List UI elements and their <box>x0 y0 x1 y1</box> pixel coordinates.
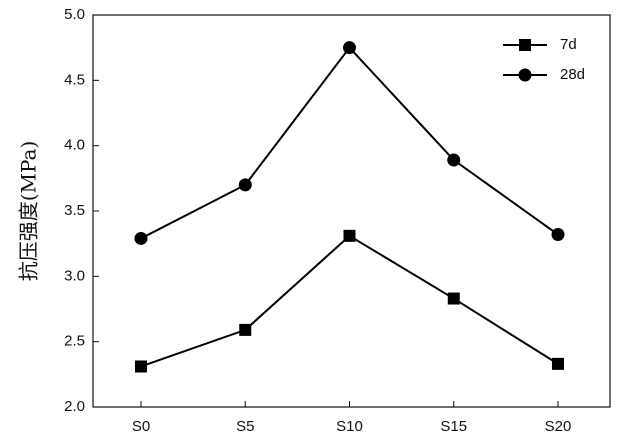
x-tick-label: S20 <box>545 418 572 435</box>
data-point <box>343 41 356 55</box>
legend-marker <box>518 68 532 82</box>
y-tick-label: 3.5 <box>64 202 85 219</box>
y-tick-label: 2.0 <box>64 398 85 415</box>
legend-label: 7d <box>560 36 577 53</box>
legend-label: 28d <box>560 66 585 83</box>
legend-marker <box>519 39 531 51</box>
y-tick-label: 4.5 <box>64 71 85 88</box>
data-point <box>447 153 461 167</box>
x-tick-label: S10 <box>336 418 363 435</box>
x-tick-label: S0 <box>132 418 150 435</box>
x-tick-label: S15 <box>440 418 467 435</box>
data-point <box>552 357 564 370</box>
data-point <box>134 231 148 245</box>
series-line <box>140 234 559 368</box>
data-point <box>135 360 147 373</box>
y-tick-label: 3.0 <box>64 267 85 284</box>
y-tick-label: 2.5 <box>64 333 85 350</box>
data-point <box>447 292 460 305</box>
data-point <box>238 178 252 192</box>
x-tick-label: S5 <box>236 418 254 435</box>
series-line <box>140 46 559 240</box>
y-tick-label: 5.0 <box>64 6 85 23</box>
y-axis-label: 抗压强度(MPa) <box>17 141 41 282</box>
y-tick-label: 4.0 <box>64 137 85 154</box>
data-point <box>551 228 565 242</box>
data-point <box>239 323 252 336</box>
data-point <box>343 229 356 242</box>
